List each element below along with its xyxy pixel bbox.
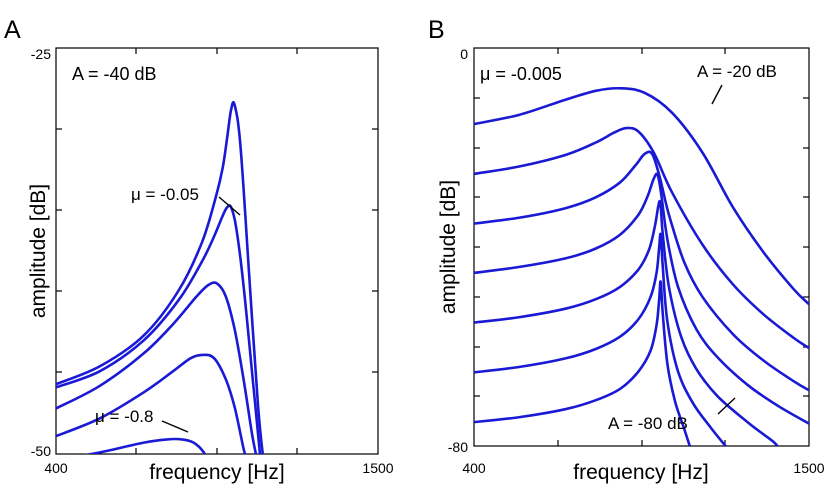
series-line-b-2 <box>474 126 809 350</box>
panel-b: B 0 -80 400 1500 <box>428 16 825 484</box>
panel-b-label-leader-bottom <box>717 397 736 415</box>
panel-a-annotation: A = -40 dB <box>72 64 157 84</box>
panel-b-x-tick-label-right: 1500 <box>793 460 824 476</box>
panel-b-x-axis-label: frequency [Hz] <box>573 461 708 484</box>
series-line-b-4 <box>474 172 809 425</box>
panel-a-y-tick-label-bottom: -50 <box>31 443 51 459</box>
panel-a-x-axis-label: frequency [Hz] <box>149 461 284 484</box>
series-line-b-5 <box>474 199 780 446</box>
panel-a-x-tick-label-right: 1500 <box>362 460 393 476</box>
panel-a-y-ticks <box>56 128 378 373</box>
series-line-b-6 <box>474 232 728 446</box>
panel-b-series-label-top: A = -20 dB <box>697 62 777 81</box>
panel-b-x-ticks <box>557 48 726 446</box>
panel-b-x-tick-label-left: 400 <box>462 460 486 476</box>
series-line-b-3 <box>474 150 809 392</box>
panel-b-label-leader-top <box>711 84 723 105</box>
panel-a-plot-frame <box>55 47 379 455</box>
panel-a-series <box>56 101 265 454</box>
panel-b-series <box>474 86 809 446</box>
series-line-a-2 <box>56 204 262 454</box>
panel-b-annotation: μ = -0.005 <box>480 64 562 84</box>
panel-a-label: A <box>4 16 21 44</box>
panel-a-x-tick-label-left: 400 <box>44 460 68 476</box>
series-line-b-1 <box>474 86 809 306</box>
series-line-a-3 <box>56 281 258 454</box>
panel-b-series-label-bottom: A = -80 dB <box>608 414 688 433</box>
panel-a-series-label-top: μ = -0.05 <box>131 185 199 204</box>
panel-b-y-axis-label: amplitude [dB] <box>437 180 460 314</box>
series-line-b-7 <box>474 280 692 446</box>
series-line-a-5 <box>84 437 207 454</box>
panel-a-label-leader-top <box>218 196 241 216</box>
panel-a-y-axis-label: amplitude [dB] <box>27 184 50 318</box>
panel-a: A -25 -50 400 1500 frequency [Hz] amplit… <box>4 16 394 484</box>
panel-a-label-leader-bottom <box>161 420 189 433</box>
series-line-a-4 <box>56 353 247 454</box>
series-line-a-1 <box>56 101 265 454</box>
panel-a-y-tick-label-top: -25 <box>31 46 51 62</box>
panel-b-y-tick-label-bottom: -80 <box>448 439 468 455</box>
panel-a-x-ticks <box>135 48 298 454</box>
panel-b-y-tick-label-top: 0 <box>460 46 468 62</box>
panel-a-series-label-bottom: μ = -0.8 <box>95 407 153 426</box>
panel-b-label: B <box>428 16 445 44</box>
